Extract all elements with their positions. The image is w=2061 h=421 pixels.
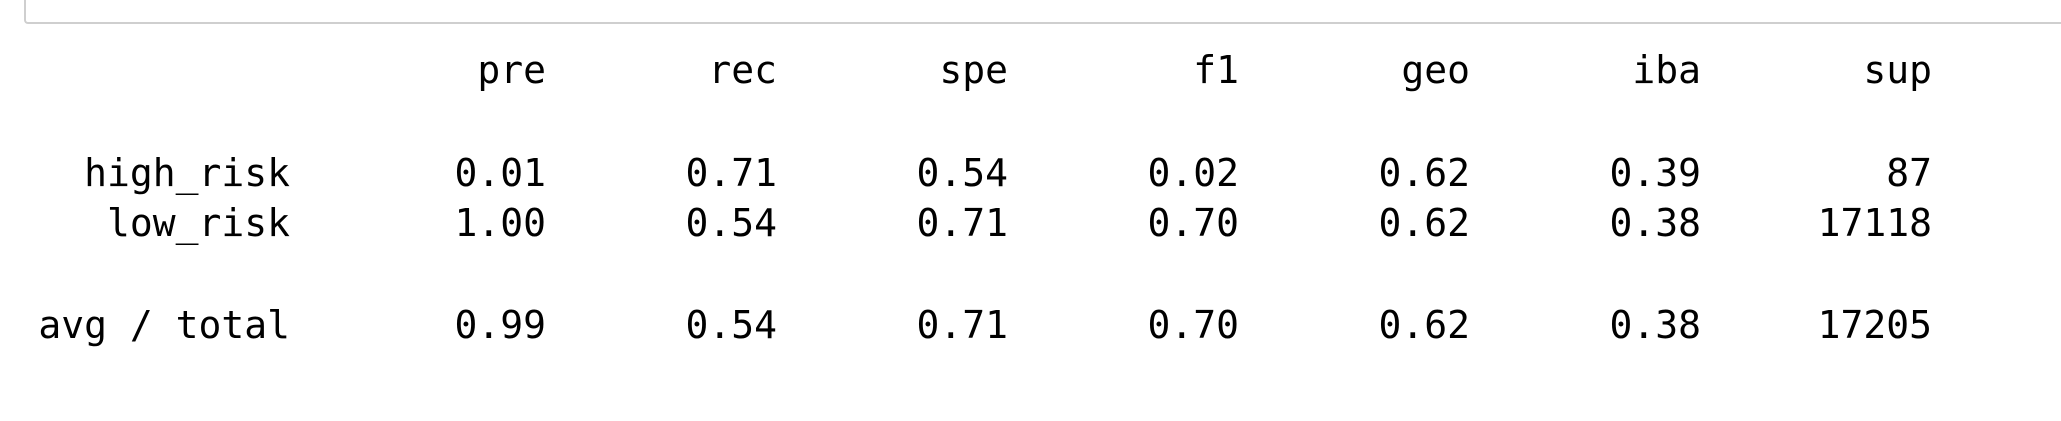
table-cell: 0.38 xyxy=(1609,303,1701,347)
table-cell: 0.62 xyxy=(1378,151,1470,195)
column-header-rec: rec xyxy=(708,48,777,92)
column-header-sup: sup xyxy=(1863,48,1932,92)
table-cell: 0.54 xyxy=(685,303,777,347)
row-label-low-risk: low_risk xyxy=(106,201,290,245)
table-cell: 0.54 xyxy=(685,201,777,245)
notebook-cell-border xyxy=(24,0,2061,24)
column-header-iba: iba xyxy=(1632,48,1701,92)
table-cell: 1.00 xyxy=(454,201,546,245)
column-header-geo: geo xyxy=(1401,48,1470,92)
row-label-high-risk: high_risk xyxy=(84,151,290,195)
table-cell: 0.70 xyxy=(1147,303,1239,347)
table-cell: 0.38 xyxy=(1609,201,1701,245)
table-cell: 0.99 xyxy=(454,303,546,347)
table-cell: 87 xyxy=(1886,151,1932,195)
table-cell: 0.02 xyxy=(1147,151,1239,195)
table-cell: 0.01 xyxy=(454,151,546,195)
column-header-f1: f1 xyxy=(1193,48,1239,92)
table-cell: 17118 xyxy=(1817,201,1932,245)
table-cell: 0.62 xyxy=(1378,201,1470,245)
table-cell: 0.71 xyxy=(916,201,1008,245)
table-cell: 0.71 xyxy=(916,303,1008,347)
column-header-spe: spe xyxy=(939,48,1008,92)
table-cell: 0.39 xyxy=(1609,151,1701,195)
table-cell: 0.54 xyxy=(916,151,1008,195)
table-cell: 0.62 xyxy=(1378,303,1470,347)
table-cell: 0.70 xyxy=(1147,201,1239,245)
table-cell: 0.71 xyxy=(685,151,777,195)
row-label-avg-total: avg / total xyxy=(38,303,290,347)
table-cell: 17205 xyxy=(1817,303,1932,347)
column-header-pre: pre xyxy=(477,48,546,92)
